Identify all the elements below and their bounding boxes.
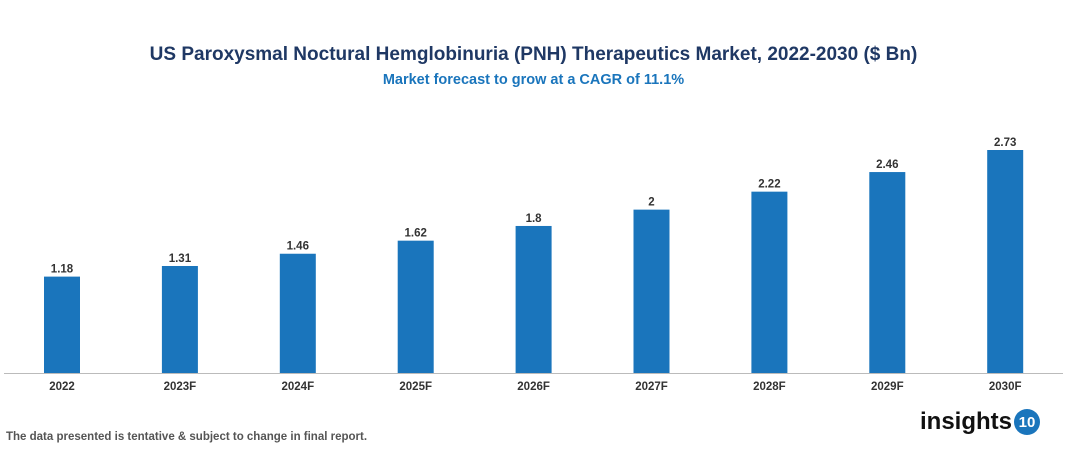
x-tick-label: 2030F <box>989 381 1022 393</box>
x-tick-label: 2028F <box>753 381 786 393</box>
bar <box>751 191 788 373</box>
chart-subtitle: Market forecast to grow at a CAGR of 11.… <box>382 72 685 88</box>
x-tick-label: 2026F <box>517 381 550 393</box>
data-label: 2.46 <box>876 159 898 171</box>
x-tick-label: 2023F <box>164 381 197 393</box>
bar <box>44 276 80 373</box>
data-label: 1.46 <box>287 241 309 253</box>
logo-badge: 10 <box>1014 409 1041 435</box>
x-tick-label: 2024F <box>281 381 314 393</box>
data-label: 1.8 <box>526 213 543 225</box>
data-label: 2.22 <box>758 179 780 191</box>
x-tick-label: 2025F <box>399 381 432 393</box>
bar <box>987 150 1024 373</box>
data-label: 2.73 <box>994 137 1016 149</box>
data-label: 1.62 <box>405 228 427 240</box>
logo-text: insights <box>920 408 1013 435</box>
insights10-logo: insights 10 <box>920 408 1041 436</box>
x-tick-label: 2027F <box>635 381 668 393</box>
bar <box>515 225 552 373</box>
disclaimer: The data presented is tentative & subjec… <box>6 431 368 443</box>
data-label: 1.31 <box>169 253 192 265</box>
bar <box>279 253 316 373</box>
x-tick-label: 2029F <box>871 381 904 393</box>
x-tick-label: 2022 <box>49 381 75 393</box>
bar <box>161 265 198 373</box>
data-label: 2 <box>648 197 654 209</box>
bar <box>397 240 434 373</box>
chart-title: US Paroxysmal Noctural Hemglobinuria (PN… <box>149 44 918 65</box>
bar <box>869 172 906 373</box>
data-label: 1.18 <box>51 264 74 276</box>
bar <box>633 209 670 373</box>
